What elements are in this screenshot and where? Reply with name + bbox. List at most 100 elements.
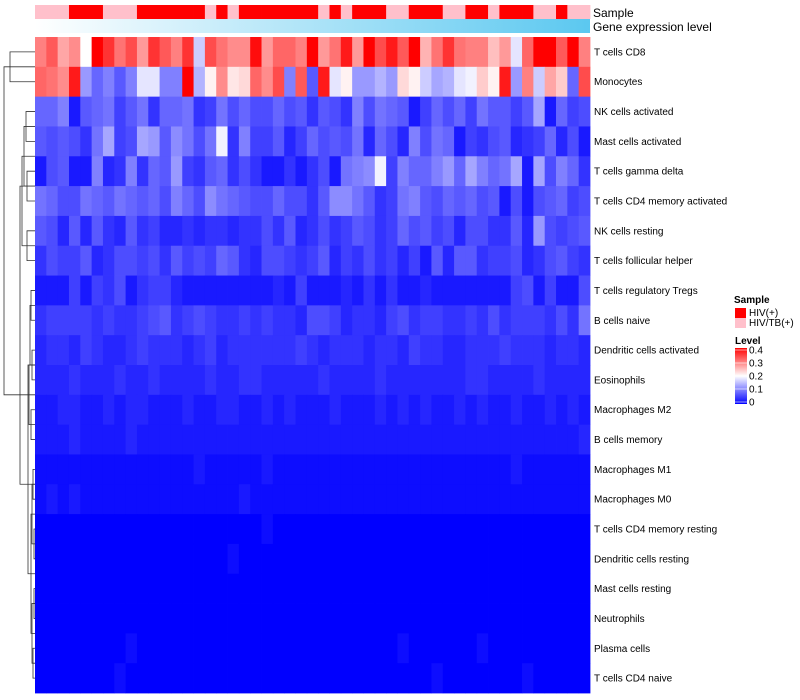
heatmap-cell [340,663,353,694]
heatmap-cell [442,156,455,187]
legend-sample-items: HIV(+)HIV/TB(+) [735,308,794,329]
heatmap-cell [272,156,285,187]
heatmap-cell [114,245,127,276]
heatmap-cell [204,215,217,247]
heatmap-cell [397,186,410,217]
heatmap-cell [136,365,149,396]
heatmap-cell [148,126,160,157]
heatmap-cell [556,573,568,604]
heatmap-cell [238,603,251,634]
heatmap-cell [522,663,534,694]
heatmap-cell [318,424,330,455]
heatmap-cell [148,66,160,98]
heatmap-cell [476,245,489,276]
heatmap-cell [272,543,285,575]
heatmap-cell [499,126,512,157]
heatmap-cell [261,275,274,306]
heatmap-cell [442,543,455,575]
heatmap-cell [408,394,421,426]
heatmap-cell [284,335,296,366]
heatmap-cell [567,335,580,366]
heatmap-cell [522,156,534,187]
heatmap-cell [374,305,387,336]
heatmap-cell [556,335,568,366]
heatmap-cell [68,275,81,306]
heatmap-cell [363,365,376,396]
heatmap-cell [102,275,115,306]
heatmap-cell [556,215,568,247]
heatmap-cell [567,96,580,127]
heatmap-cell [476,573,489,604]
heatmap-cell [510,215,523,247]
heatmap-cell [442,484,455,515]
heatmap-cell [250,514,262,545]
heatmap-cell [374,394,387,426]
heatmap-cell [182,275,194,306]
heatmap-cell [182,66,194,98]
heatmap-cell [420,215,432,247]
heatmap-cell [420,603,432,634]
heatmap-cell [80,37,93,68]
heatmap-cell [238,335,251,366]
heatmap-cell [46,66,59,98]
heatmap-cell [544,484,557,515]
heatmap-cell [57,573,70,604]
heatmap-cell [35,126,47,157]
heatmap-cell [102,37,115,68]
sample-cell [465,5,478,19]
heatmap-cell [68,394,81,426]
sample-cell [238,5,251,19]
heatmap-cell [431,66,444,98]
heatmap-cell [80,484,93,515]
heatmap-cell [499,335,512,366]
heatmap-cell [102,573,115,604]
heatmap-cell [556,663,568,694]
heatmap-cell [284,66,296,98]
heatmap-cell [431,335,444,366]
heatmap-cell [170,96,183,127]
dendrogram-branch [3,66,35,396]
heatmap-cell [125,394,138,426]
heatmap-cell [284,633,296,664]
heatmap-cell [465,126,478,157]
heatmap-cell [318,454,330,485]
heatmap-cell [578,573,591,604]
heatmap-cell [318,245,330,276]
heatmap-cell [397,633,410,664]
heatmap-cell [567,126,580,157]
heatmap-cell [114,394,127,426]
heatmap-cell [578,305,591,336]
heatmap-cell [386,305,398,336]
heatmap-cell [250,573,262,604]
heatmap-cell [102,454,115,485]
heatmap-cell [148,275,160,306]
heatmap-cell [238,573,251,604]
heatmap-cell [193,365,206,396]
heatmap-cell [374,215,387,247]
heatmap-cell [556,305,568,336]
heatmap-cell [284,424,296,455]
heatmap-cell [193,37,206,68]
heatmap-cell [329,424,342,455]
heatmap-cell [374,454,387,485]
heatmap-cell [352,66,364,98]
heatmap-cell [306,126,319,157]
heatmap-cell [35,245,47,276]
sample-annotation-label: Sample [593,6,634,20]
heatmap-cell [102,245,115,276]
heatmap-cell [182,156,194,187]
heatmap-cell [227,275,240,306]
heatmap-cell [227,215,240,247]
row-label: Macrophages M0 [594,495,672,506]
heatmap-cell [148,215,160,247]
heatmap-cell [318,126,330,157]
heatmap-cell [204,305,217,336]
heatmap-cell [488,603,500,634]
heatmap-cell [284,186,296,217]
heatmap-cell [261,543,274,575]
heatmap-cell [408,215,421,247]
heatmap-cell [136,96,149,127]
heatmap-cell [522,305,534,336]
heatmap-cell [80,633,93,664]
heatmap-cell [216,37,228,68]
